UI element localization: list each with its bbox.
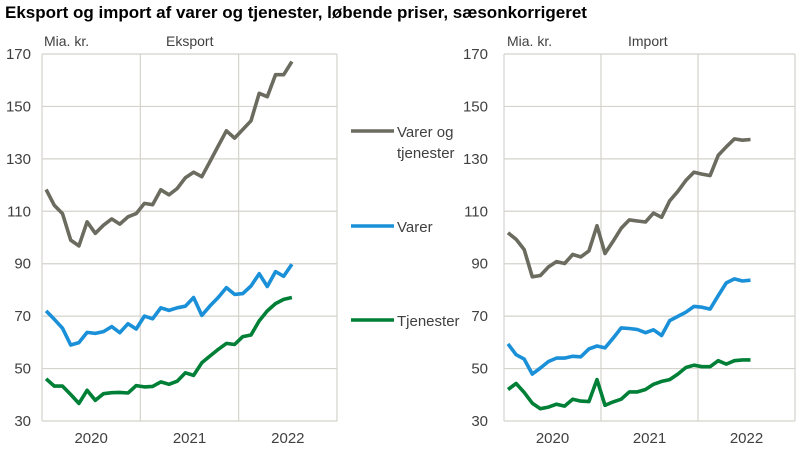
x-tick-label: 2020 <box>74 430 107 447</box>
y-tick-label: 130 <box>6 151 31 168</box>
y-tick-label: 30 <box>14 413 31 430</box>
y-tick-label: 110 <box>7 203 31 220</box>
panel-title: Eksport <box>166 33 214 49</box>
series-line-varer <box>44 263 294 347</box>
legend-item: Varer og tjenester <box>351 124 455 162</box>
y-tick-label: 70 <box>471 308 488 325</box>
series-line-tjenester <box>506 358 751 411</box>
x-tick-label: 2021 <box>173 430 206 447</box>
y-tick-label: 30 <box>471 413 488 430</box>
legend-label: Tjenester <box>397 313 460 330</box>
y-tick-label: 150 <box>463 98 488 115</box>
y-tick-label: 90 <box>471 256 488 273</box>
y-tick-label: 130 <box>463 151 488 168</box>
y-tick-label: 50 <box>471 361 488 378</box>
series-line-varer-og-tjenester <box>506 137 751 279</box>
y-tick-label: 50 <box>14 361 31 378</box>
panel-title: Import <box>628 33 668 49</box>
x-tick-label: 2021 <box>633 430 666 447</box>
panel-import: 30 50 70 90 110 130 150 170 2020 2021 2022 Mia. kr.… <box>463 33 796 447</box>
x-tick-label: 2022 <box>271 430 304 447</box>
series-line-varer <box>506 277 751 376</box>
x-tick-label: 2022 <box>730 430 763 447</box>
panel-eksport: 30 50 70 90 110 130 150 170 2020 2021 2022 Mia. kr.… <box>6 33 338 447</box>
y-tick-label: 90 <box>14 256 31 273</box>
y-axis-label: Mia. kr. <box>44 33 89 49</box>
legend-item: Tjenester <box>351 313 460 330</box>
legend-label: Varer <box>397 219 433 236</box>
y-tick-label: 170 <box>463 46 488 63</box>
legend-label: tjenester <box>397 145 455 162</box>
y-tick-label: 70 <box>14 308 31 325</box>
legend-label: Varer og <box>397 124 453 141</box>
y-tick-label: 170 <box>6 46 31 63</box>
chart-title: Eksport og import af varer og tjenester,… <box>5 3 587 22</box>
legend: Varer og tjenester Varer Tjenester <box>351 124 460 330</box>
x-tick-label: 2020 <box>536 430 569 447</box>
legend-item: Varer <box>351 219 433 236</box>
series-line-tjenester <box>44 295 293 406</box>
y-tick-label: 150 <box>6 98 31 115</box>
y-tick-label: 110 <box>464 203 488 220</box>
y-axis-label: Mia. kr. <box>507 33 552 49</box>
series-line-varer-og-tjenester <box>44 60 294 248</box>
